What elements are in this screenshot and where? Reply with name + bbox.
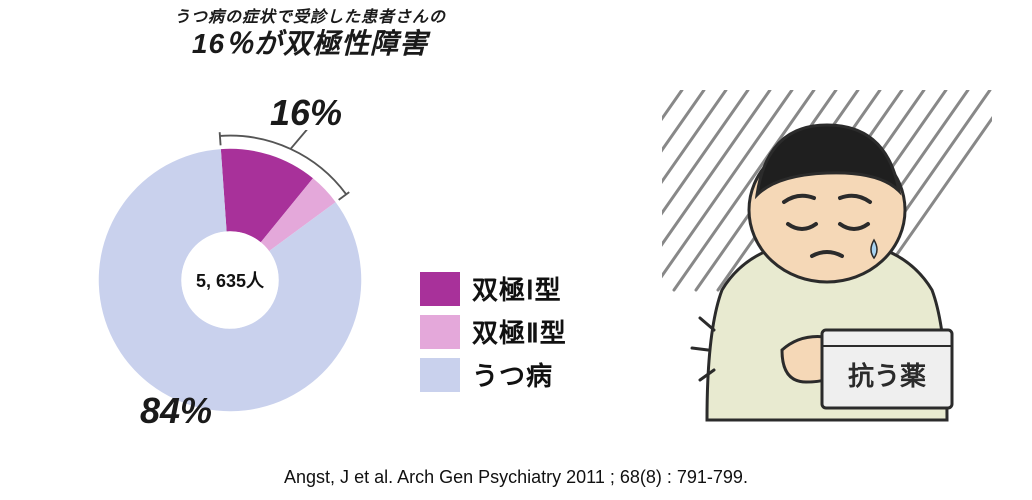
legend-label-bipolar1: 双極Ⅰ型: [472, 270, 562, 307]
legend-label-bipolar2: 双極Ⅱ型: [472, 313, 567, 350]
legend-label-depression: うつ病: [472, 356, 553, 393]
legend-row-bipolar1: 双極Ⅰ型: [420, 270, 567, 307]
donut-svg: [80, 130, 380, 430]
donut-chart: 5, 635人: [80, 130, 380, 430]
packet-label: 抗う薬: [848, 361, 926, 391]
swatch-bipolar1: [420, 272, 460, 306]
swatch-bipolar2: [420, 315, 460, 349]
page-title: うつ病の症状で受診した患者さんの 16％が双極性障害: [40, 8, 580, 61]
donut-hole: [181, 231, 279, 329]
depression-pct-label: 84%: [140, 390, 212, 432]
title-line-1: うつ病の症状で受診した患者さんの: [40, 8, 580, 27]
tear-icon: [871, 240, 877, 258]
legend-row-depression: うつ病: [420, 356, 567, 393]
medicine-packet-icon: 抗う薬: [822, 330, 952, 408]
title-line-2: 16％が双極性障害: [40, 27, 580, 61]
stage: うつ病の症状で受診した患者さんの 16％が双極性障害 16% 5, 635人 8…: [0, 0, 1032, 500]
legend-row-bipolar2: 双極Ⅱ型: [420, 313, 567, 350]
swatch-depression: [420, 358, 460, 392]
bipolar-callout-pct: 16%: [270, 92, 342, 134]
citation: Angst, J et al. Arch Gen Psychiatry 2011…: [0, 467, 1032, 488]
illustration-sad-patient: 抗う薬: [662, 90, 992, 450]
legend: 双極Ⅰ型 双極Ⅱ型 うつ病: [420, 270, 567, 399]
